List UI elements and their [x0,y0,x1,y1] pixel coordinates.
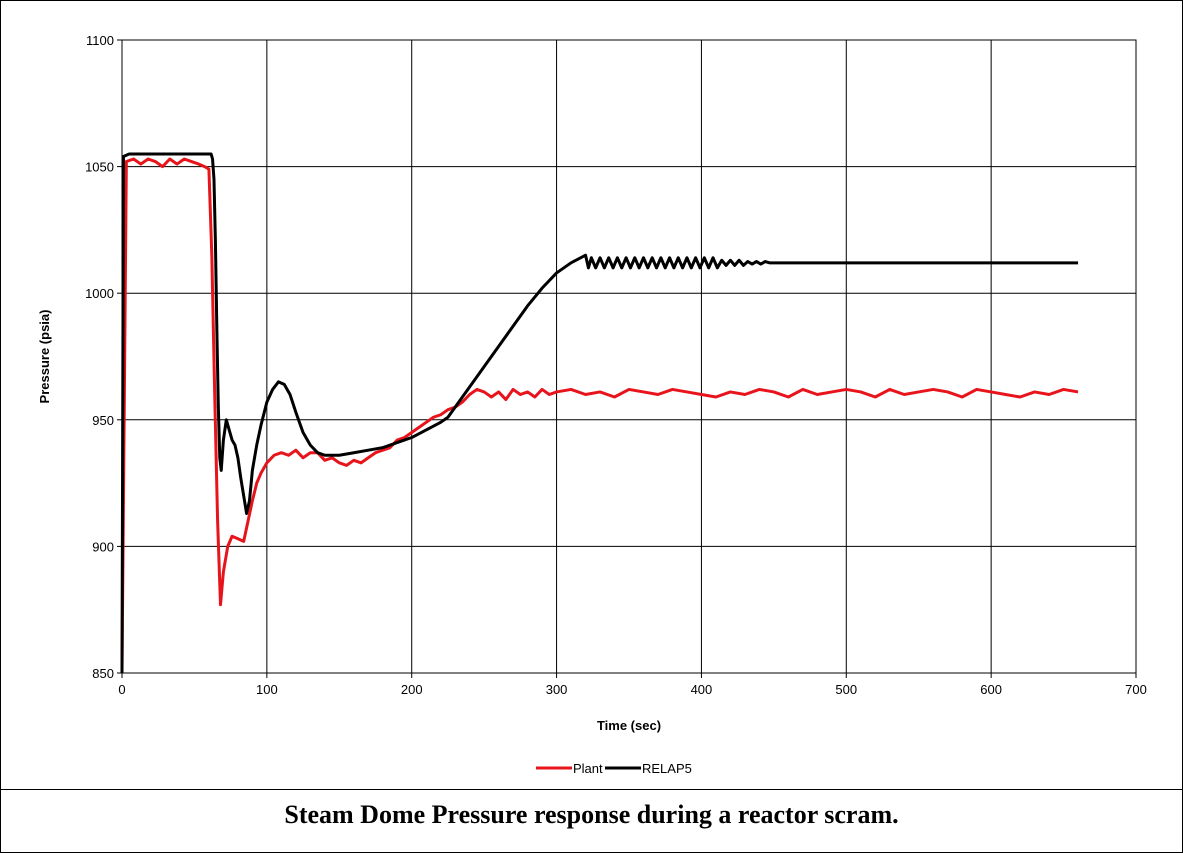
legend-label-relap5: RELAP5 [642,761,692,776]
series-lines [120,152,1079,674]
x-axis-ticks: 0 100 200 300 400 500 600 700 [118,673,1147,697]
x-tick-label: 400 [691,682,713,697]
x-tick-label: 500 [835,682,857,697]
y-axis-label: Pressure (psia) [37,310,52,404]
plot-area-border [121,39,1137,674]
y-tick-label: 950 [92,413,114,428]
series-line-relap5 [120,152,1079,674]
y-tick-label: 1100 [86,33,114,48]
x-tick-label: 0 [118,682,125,697]
x-tick-label: 300 [546,682,568,697]
x-tick-label: 600 [980,682,1002,697]
x-axis-label: Time (sec) [597,718,661,733]
legend-label-plant: Plant [573,761,603,776]
y-tick-label: 900 [92,539,114,554]
y-axis-ticks: 850 900 950 1000 1050 1100 [85,33,122,681]
legend: Plant RELAP5 [536,761,692,776]
x-tick-label: 200 [401,682,423,697]
series-line-plant [120,157,1079,671]
y-tick-label: 850 [92,666,114,681]
gridlines [122,40,1136,673]
pressure-chart: 0 100 200 300 400 500 600 700 850 900 950 1000 1050… [37,33,1147,776]
figure-caption: Steam Dome Pressure response during a re… [284,800,899,829]
caption-divider [0,789,1183,790]
x-tick-label: 100 [256,682,278,697]
y-tick-label: 1000 [85,286,114,301]
y-tick-label: 1050 [85,160,114,175]
x-tick-label: 700 [1125,682,1147,697]
